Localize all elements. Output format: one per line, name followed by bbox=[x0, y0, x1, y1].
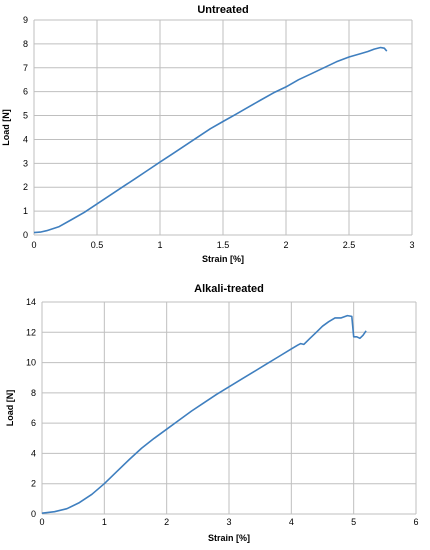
x-tick-label: 5 bbox=[351, 517, 356, 527]
y-tick-label: 10 bbox=[26, 358, 36, 368]
x-tick-label: 4 bbox=[289, 517, 294, 527]
x-tick-label: 1 bbox=[157, 240, 162, 250]
y-tick-label: 1 bbox=[23, 206, 28, 216]
x-axis-title: Strain [%] bbox=[202, 254, 244, 264]
x-axis-title: Strain [%] bbox=[208, 533, 250, 543]
x-tick-label: 0 bbox=[31, 240, 36, 250]
y-tick-label: 0 bbox=[31, 509, 36, 519]
y-tick-label: 3 bbox=[23, 158, 28, 168]
chart-title: Untreated bbox=[197, 4, 248, 16]
x-tick-label: 0.5 bbox=[91, 240, 104, 250]
y-axis-title: Load [N] bbox=[1, 109, 11, 146]
series-line bbox=[33, 46, 388, 234]
y-axis-title: Load [N] bbox=[5, 390, 15, 427]
y-tick-label: 6 bbox=[31, 418, 36, 428]
x-tick-label: 6 bbox=[413, 517, 418, 527]
y-tick-label: 14 bbox=[26, 297, 36, 307]
y-tick-label: 4 bbox=[31, 448, 36, 458]
y-tick-label: 2 bbox=[23, 182, 28, 192]
x-tick-label: 1.5 bbox=[217, 240, 230, 250]
y-tick-label: 2 bbox=[31, 479, 36, 489]
x-tick-label: 1 bbox=[102, 517, 107, 527]
y-tick-label: 8 bbox=[31, 388, 36, 398]
x-tick-label: 3 bbox=[409, 240, 414, 250]
x-tick-label: 3 bbox=[226, 517, 231, 527]
y-tick-label: 12 bbox=[26, 327, 36, 337]
series-line bbox=[41, 314, 367, 514]
x-tick-label: 0 bbox=[39, 517, 44, 527]
y-tick-label: 0 bbox=[23, 230, 28, 240]
y-tick-label: 6 bbox=[23, 87, 28, 97]
y-tick-label: 9 bbox=[23, 15, 28, 25]
y-tick-label: 4 bbox=[23, 134, 28, 144]
chart-title: Alkali-treated bbox=[194, 283, 264, 295]
y-tick-label: 8 bbox=[23, 39, 28, 49]
x-tick-label: 2 bbox=[164, 517, 169, 527]
x-tick-label: 2 bbox=[283, 240, 288, 250]
y-tick-label: 7 bbox=[23, 63, 28, 73]
y-tick-label: 5 bbox=[23, 111, 28, 121]
x-tick-label: 2.5 bbox=[343, 240, 356, 250]
untreated-chart: 0 0.5 1 1.5 2 2.5 3 0 1 2 3 4 5 6 7 8 9 Untreated Strain [… bbox=[1, 4, 415, 264]
